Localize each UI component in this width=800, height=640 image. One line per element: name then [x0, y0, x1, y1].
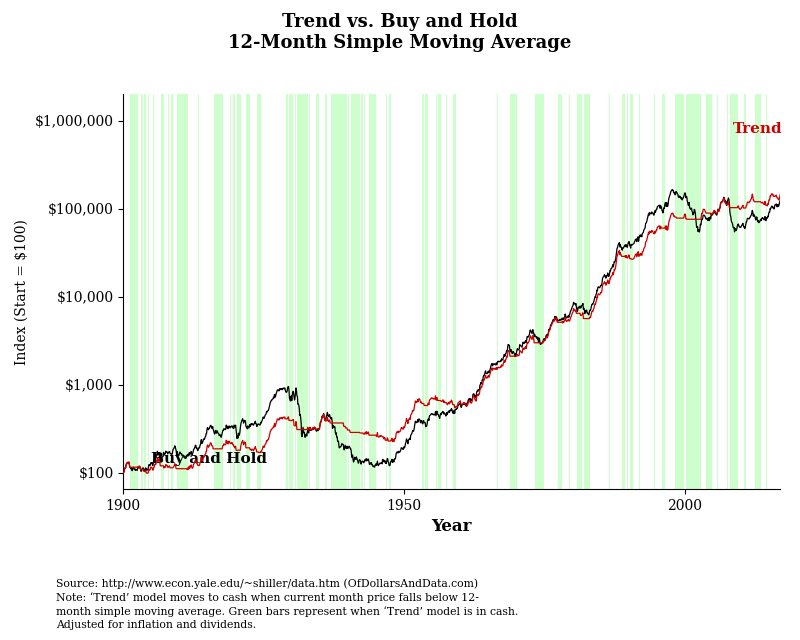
Bar [389, 95, 391, 489]
Bar [630, 95, 631, 489]
Bar [214, 95, 222, 489]
Bar [717, 95, 718, 489]
Bar [364, 95, 365, 489]
Bar [632, 95, 633, 489]
Bar [246, 95, 250, 489]
Bar [534, 95, 543, 489]
Bar [148, 95, 149, 489]
Bar [259, 95, 261, 489]
Bar [326, 95, 327, 489]
Bar [744, 95, 746, 489]
Bar [257, 95, 258, 489]
Bar [422, 95, 424, 489]
Text: Trend: Trend [733, 122, 782, 136]
Bar [706, 95, 710, 489]
Bar [370, 95, 377, 489]
Bar [584, 95, 590, 489]
Bar [161, 95, 164, 489]
Bar [298, 95, 308, 489]
Bar [286, 95, 288, 489]
Bar [386, 95, 387, 489]
Text: Source: http://www.econ.yale.edu/~shiller/data.htm (OfDollarsAndData.com)
Note: : Source: http://www.econ.yale.edu/~shille… [56, 578, 518, 630]
X-axis label: Year: Year [431, 518, 472, 536]
Text: Buy and Hold: Buy and Hold [151, 452, 267, 467]
Bar [141, 95, 143, 489]
Bar [425, 95, 428, 489]
Bar [510, 95, 518, 489]
Bar [581, 95, 582, 489]
Bar [677, 95, 684, 489]
Bar [446, 95, 447, 489]
Text: Trend vs. Buy and Hold
12-Month Simple Moving Average: Trend vs. Buy and Hold 12-Month Simple M… [228, 13, 572, 52]
Y-axis label: Index (Start = $100): Index (Start = $100) [15, 219, 29, 365]
Bar [730, 95, 738, 489]
Bar [198, 95, 199, 489]
Bar [348, 95, 350, 489]
Bar [754, 95, 762, 489]
Bar [726, 95, 728, 489]
Bar [346, 95, 347, 489]
Bar [144, 95, 146, 489]
Bar [662, 95, 666, 489]
Bar [622, 95, 625, 489]
Bar [130, 95, 138, 489]
Bar [577, 95, 581, 489]
Bar [675, 95, 677, 489]
Bar [330, 95, 344, 489]
Bar [627, 95, 628, 489]
Bar [687, 95, 702, 489]
Bar [361, 95, 363, 489]
Bar [290, 95, 293, 489]
Bar [170, 95, 174, 489]
Bar [316, 95, 319, 489]
Bar [237, 95, 241, 489]
Bar [558, 95, 562, 489]
Bar [344, 95, 346, 489]
Bar [294, 95, 296, 489]
Bar [177, 95, 187, 489]
Bar [350, 95, 360, 489]
Bar [654, 95, 655, 489]
Bar [438, 95, 441, 489]
